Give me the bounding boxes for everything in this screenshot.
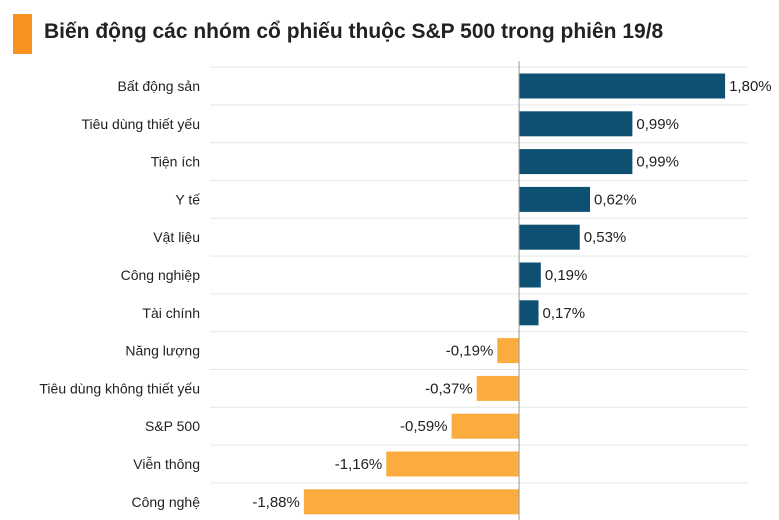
chart-title: Biến động các nhóm cổ phiếu thuộc S&P 50… (44, 20, 664, 43)
data-label: 0,53% (584, 229, 627, 246)
category-label: Công nghệ (131, 494, 200, 510)
bar (519, 300, 539, 326)
data-label: -0,59% (400, 418, 448, 435)
data-label: -1,88% (252, 494, 300, 511)
bar (519, 224, 580, 250)
bar (451, 413, 520, 439)
bar (519, 149, 633, 175)
data-label: -0,37% (425, 380, 473, 397)
category-label: Tiêu dùng thiết yếu (81, 116, 200, 132)
bar (519, 262, 541, 288)
category-label: Bất động sản (117, 78, 200, 94)
data-label: 0,17% (543, 305, 586, 322)
bar (497, 338, 520, 364)
bar (519, 186, 591, 212)
category-label: Năng lượng (125, 343, 200, 359)
category-label: S&P 500 (145, 418, 200, 434)
bar (519, 73, 726, 99)
bar (303, 489, 520, 515)
category-label: Công nghiệp (121, 267, 201, 283)
bar (519, 111, 633, 137)
data-label: 0,62% (594, 191, 637, 208)
bar (386, 451, 520, 477)
category-label: Vật liệu (153, 229, 200, 245)
data-label: 0,19% (545, 267, 588, 284)
category-label: Tài chính (142, 305, 200, 321)
title-accent-bar (13, 14, 32, 54)
category-label: Y tế (175, 191, 200, 207)
data-label: -0,19% (446, 343, 494, 360)
data-label: -1,16% (335, 456, 383, 473)
data-label: 0,99% (636, 116, 679, 133)
bar (476, 375, 520, 401)
category-label: Viễn thông (133, 456, 200, 472)
category-label: Tiêu dùng không thiết yếu (39, 380, 200, 396)
category-label: Tiện ích (151, 154, 200, 170)
data-label: 0,99% (636, 154, 679, 171)
data-label: 1,80% (729, 78, 772, 95)
